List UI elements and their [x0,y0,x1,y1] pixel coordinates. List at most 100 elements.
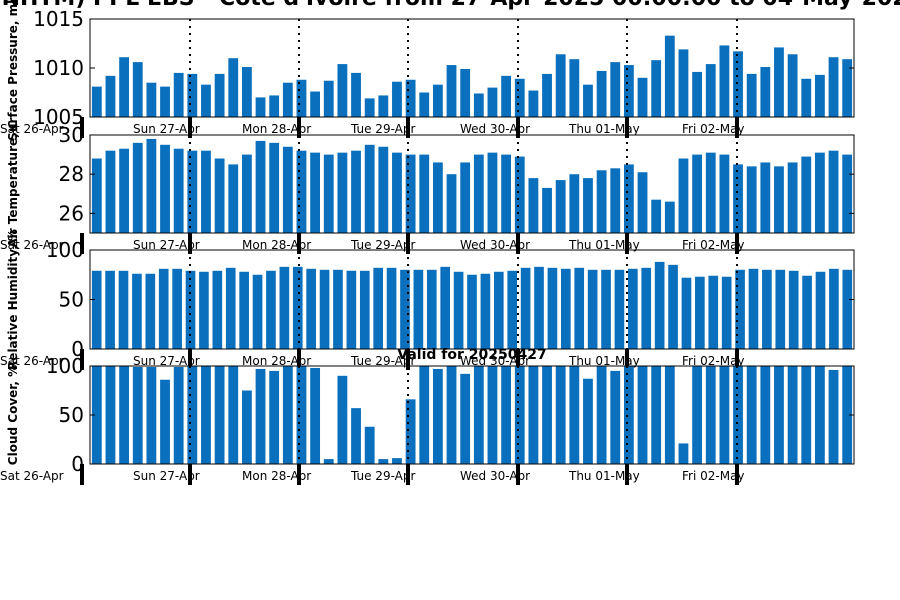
bar [514,156,525,233]
bar [228,58,239,117]
bar [426,269,437,349]
bar [628,268,638,349]
bar [373,267,383,349]
y-tick-label: 1015 [33,7,84,31]
bar [614,269,625,349]
day-label: Tue 29-Apr [350,238,415,252]
bar [774,366,784,464]
bar [292,266,303,349]
y-tick-label: 1005 [33,105,84,129]
bar [637,172,648,233]
bar [282,146,293,233]
bar [432,84,443,117]
bar [279,266,290,349]
bar [212,270,223,349]
bar [746,166,757,233]
bar [119,57,130,117]
bar [146,366,157,464]
bar [105,270,115,349]
day-label: Mon 28-Apr [242,122,311,136]
bar [118,270,129,349]
bar [296,366,307,464]
bar [378,459,389,464]
bar [296,79,307,117]
bar [132,366,143,464]
day-label: Thu 01-May [568,122,640,136]
bar [241,154,252,233]
y-axis-label: Air Temperature, C [6,120,20,248]
bar [623,65,634,117]
day-label: Wed 30-Apr [460,469,530,483]
bar [787,54,798,117]
bar [173,148,184,233]
bar [225,267,236,349]
bar [692,154,703,233]
bar [815,271,826,349]
bar [252,274,263,349]
bar [105,75,116,117]
bar [828,369,839,464]
bar [547,267,558,349]
bar [187,366,198,464]
bar [692,366,703,464]
bar [664,366,675,464]
day-label: Wed 30-Apr [460,122,530,136]
bar [146,138,157,233]
bar [255,140,266,233]
bar [323,459,334,464]
bar [473,366,484,464]
bar [542,187,552,233]
bar [214,366,225,464]
bar [91,86,102,117]
bar [802,275,812,349]
day-label: Tue 29-Apr [350,122,415,136]
bar [201,366,211,464]
bar [561,268,571,349]
bar [555,366,566,464]
day-label: Sun 27-Apr [133,238,200,252]
y-axis-label: Cloud Cover, % [6,365,20,465]
bar [596,70,607,117]
bar [514,366,525,464]
day-label: Wed 30-Apr [460,354,530,368]
bar [467,274,477,349]
y-tick-label: 28 [59,162,84,186]
day-label: Mon 28-Apr [242,354,311,368]
bar [664,201,675,233]
bar [91,158,102,233]
day-label: Mon 28-Apr [242,238,311,252]
bar [601,269,611,349]
day-label: Thu 01-May [568,469,640,483]
bar [282,366,293,464]
bar [651,60,662,117]
bar [678,158,689,233]
bar [610,168,621,233]
y-tick-label: 30 [59,123,84,147]
day-label: Sun 27-Apr [133,354,200,368]
bar [160,379,170,464]
bar [440,266,451,349]
day-label: Sat 26-Apr [0,122,64,136]
bar [528,178,539,233]
bar [828,57,839,117]
bar [255,97,266,117]
bar [828,150,839,233]
bar [760,67,771,117]
day-label: Mon 28-Apr [242,469,311,483]
bar [119,148,130,233]
day-label: Sat 26-Apr [0,354,64,368]
bar [132,273,142,349]
bar [610,62,621,117]
bar [419,366,430,464]
bar [241,390,252,464]
day-label: Sun 27-Apr [133,469,200,483]
bar [681,277,692,349]
bar [814,74,825,117]
bar [392,152,402,233]
bar [654,261,665,349]
bar [460,373,471,464]
bar [386,267,397,349]
bar [351,150,361,233]
